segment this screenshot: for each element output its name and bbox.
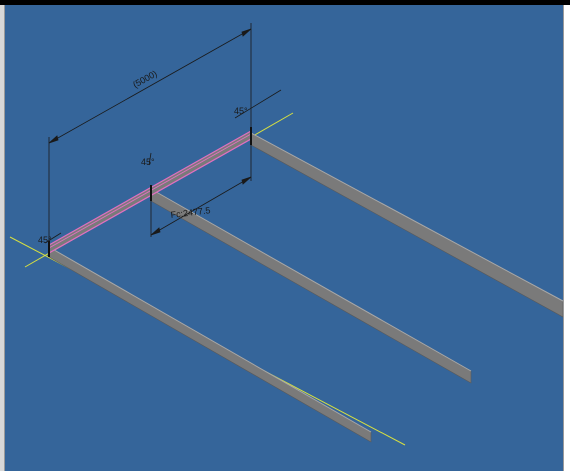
- rail-beam-middle[interactable]: [150, 188, 472, 384]
- model-canvas[interactable]: (5000) 45° 45° 45° Fc:2477.5: [5, 5, 563, 471]
- angle-dimension-left: [44, 232, 62, 244]
- dimension-overall: [48, 23, 252, 241]
- rail-beam-right[interactable]: [250, 132, 563, 318]
- angle-label-right[interactable]: 45°: [234, 106, 248, 116]
- angle-dimension-right: [234, 89, 282, 119]
- right-panel-edge[interactable]: [563, 5, 570, 471]
- dimension-offset-label[interactable]: Fc:2477.5: [170, 205, 211, 220]
- cad-3d-viewport[interactable]: (5000) 45° 45° 45° Fc:2477.5: [5, 5, 563, 471]
- left-panel-edge[interactable]: [0, 5, 5, 471]
- rail-beam-front[interactable]: [48, 246, 372, 443]
- dimension-overall-label[interactable]: (5000): [131, 68, 159, 89]
- angle-label-middle[interactable]: 45°: [141, 157, 155, 167]
- dimension-offset: [150, 145, 252, 237]
- angle-label-left[interactable]: 45°: [38, 235, 52, 245]
- angle-dimension-middle: [148, 152, 152, 166]
- window-top-border: [0, 0, 570, 5]
